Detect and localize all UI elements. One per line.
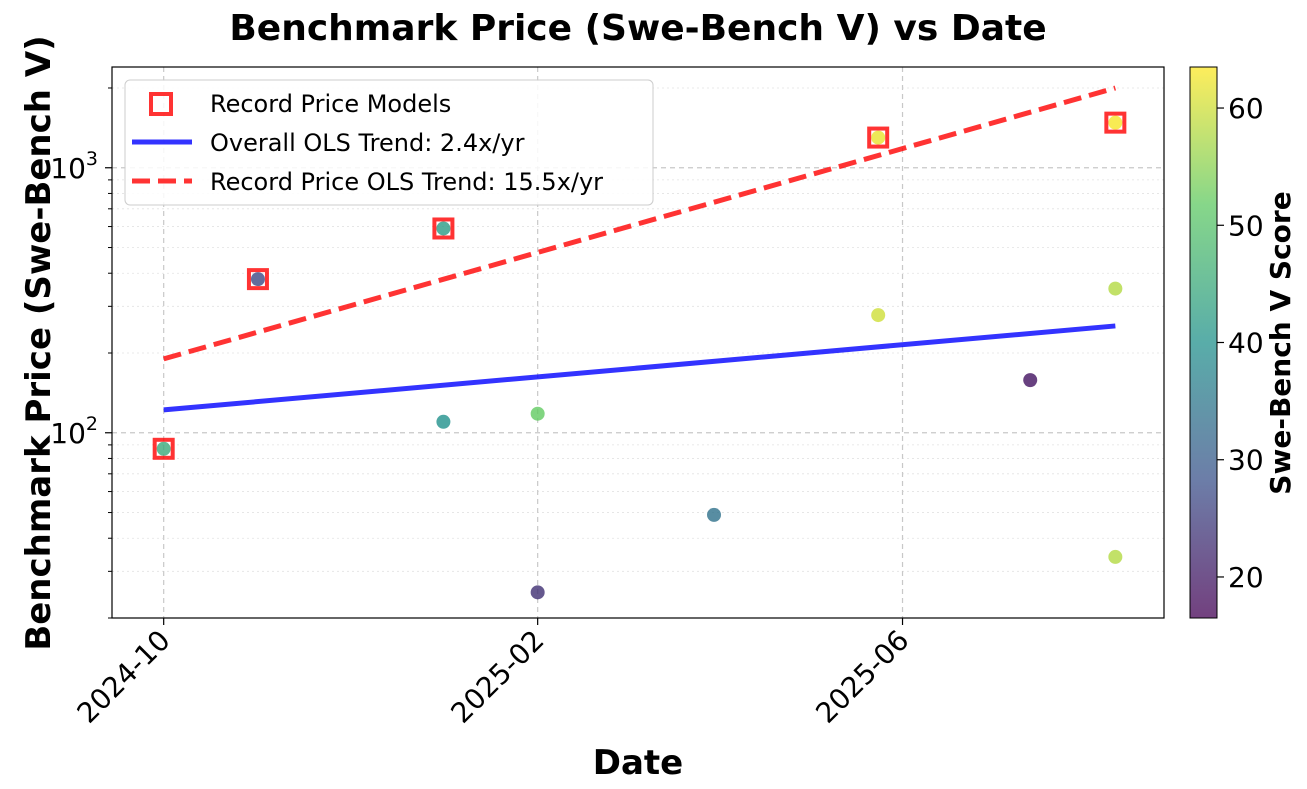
colorbar-tick-label: 60 xyxy=(1228,92,1264,125)
y-tick-exponent: 3 xyxy=(86,148,98,170)
data-point xyxy=(871,308,886,323)
colorbar-label: Swe-Bench V Score xyxy=(1264,191,1297,494)
y-tick-label: 102 xyxy=(50,413,98,450)
record-marker xyxy=(1104,111,1127,134)
colorbar-gradient xyxy=(1190,67,1217,618)
overall-trend-line xyxy=(163,323,1116,413)
record-marker xyxy=(867,126,890,149)
y-tick-label: 103 xyxy=(50,148,98,185)
record-markers xyxy=(152,111,1127,460)
data-point xyxy=(156,441,171,456)
colorbar-tick-label: 50 xyxy=(1228,209,1264,242)
legend-box xyxy=(124,79,654,206)
data-point xyxy=(530,585,545,600)
data-point xyxy=(530,406,545,421)
trend-lines xyxy=(163,85,1117,413)
chart-title: Benchmark Price (Swe-Bench V) vs Date xyxy=(229,8,1046,49)
data-points xyxy=(156,115,1123,600)
y-tick-exponent: 2 xyxy=(86,413,98,435)
legend: Record Price Models Overall OLS Trend: 2… xyxy=(124,79,654,206)
record-trend-line xyxy=(163,85,1117,362)
data-point xyxy=(250,272,265,287)
legend-label-record-models: Record Price Models xyxy=(210,90,451,118)
legend-label-record-trend: Record Price OLS Trend: 15.5x/yr xyxy=(210,168,603,196)
record-marker xyxy=(432,217,455,240)
x-axis-label: Date xyxy=(593,743,683,783)
y-tick-base: 10 xyxy=(50,152,86,185)
data-point xyxy=(1108,115,1123,130)
legend-square-marker xyxy=(149,92,173,116)
data-point xyxy=(436,414,451,429)
y-tick-base: 10 xyxy=(50,417,86,450)
data-point xyxy=(707,507,722,522)
colorbar-tick-label: 30 xyxy=(1228,444,1264,477)
data-point xyxy=(1108,281,1123,296)
plot-frame xyxy=(111,66,1165,619)
colorbar-tick-label: 20 xyxy=(1228,561,1264,594)
legend-label-overall-trend: Overall OLS Trend: 2.4x/yr xyxy=(210,129,525,157)
data-point xyxy=(1108,549,1123,564)
colorbar: 20 30 40 50 60 Swe-Bench V Score xyxy=(1189,66,1297,619)
data-point xyxy=(436,221,451,236)
data-point xyxy=(1023,373,1038,388)
y-axis-label: Benchmark Price (Swe-Bench V) xyxy=(19,35,59,650)
record-marker xyxy=(246,268,269,291)
record-marker xyxy=(152,437,175,460)
data-point xyxy=(871,130,886,145)
colorbar-tick-label: 40 xyxy=(1228,327,1264,360)
colorbar-ticks: 20 30 40 50 60 xyxy=(1217,92,1264,594)
